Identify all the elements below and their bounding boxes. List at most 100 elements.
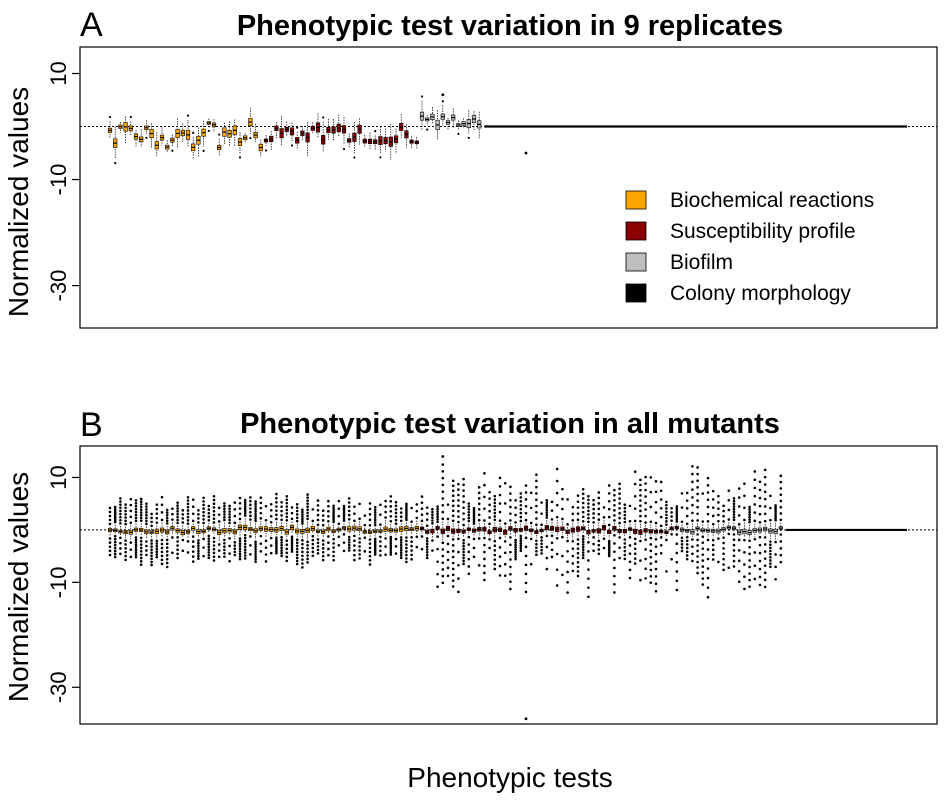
panel-b-outlier [675,560,679,564]
panel-b-outlier [441,581,445,585]
panel-b-outlier [633,507,637,510]
panel-b-outlier [607,543,611,547]
panel-b-outlier [467,502,471,505]
panel-b-outlier [753,577,757,581]
panel-b-outlier [571,569,575,573]
panel-b-outlier [462,541,465,545]
panel-b-outlier [623,557,627,561]
panel-b-outlier [644,501,647,505]
panel-b-outlier [597,539,601,543]
panel-b-outlier [597,491,601,494]
panel-b-outlier [394,552,398,555]
panel-b-outlier [545,501,549,505]
panel-b-outlier [488,538,491,541]
panel-b-outlier [108,518,112,522]
panel-b-outlier [592,516,595,520]
panel-b-outlier [571,539,575,543]
panel-b-outlier [238,547,242,551]
panel-b-title: Phenotypic test variation in all mutants [240,408,780,440]
panel-b-outlier [509,572,512,576]
panel-b-outlier [394,500,398,504]
panel-b-outlier [373,516,377,519]
panel-b-outlier [633,519,637,523]
panel-a-outlier [108,115,112,119]
panel-b-outlier [171,536,174,539]
panel-b-outlier [243,507,247,511]
panel-b-outlier [139,497,143,501]
panel-b-outlier [150,563,153,567]
panel-b-outlier [327,519,330,523]
panel-b-outlier [337,543,341,547]
panel-b-outlier [607,499,611,503]
panel-b-outlier [207,537,211,540]
panel-b-outlier [623,520,627,524]
panel-b-outlier [597,548,601,551]
panel-a: A Phenotypic test variation in 9 replica… [3,6,938,329]
panel-b-outlier [649,536,653,540]
panel-b-outlier [129,503,133,507]
panel-b-outlier [540,536,543,539]
panel-b-outlier [717,513,720,517]
panel-b-outlier [472,555,476,559]
panel-b-outlier [415,535,419,539]
panel-b-outlier [514,521,517,524]
panel-b-outlier [259,511,263,515]
panel-b-outlier [316,523,320,527]
panel-b-outlier [597,496,601,500]
panel-a-outlier [145,136,148,139]
panel-b-outlier [285,555,289,559]
panel-b-outlier [280,514,283,517]
panel-b-outlier [550,534,554,538]
panel-b-outlier [613,583,616,586]
panel-b-outlier [160,511,164,514]
panel-b-outlier [358,517,361,520]
panel-a-label: A [80,6,103,44]
panel-b-outlier [332,512,335,516]
panel-b-outlier [748,572,751,575]
panel-b-outlier [379,513,382,516]
panel-b-outlier [243,503,247,506]
panel-b-outlier [171,551,174,555]
panel-b-outlier [467,505,471,508]
panel-b-outlier [223,538,226,542]
panel-b-outlier [191,519,195,523]
panel-b-outlier [613,566,616,570]
panel-b-outlier [535,549,538,553]
panel-b-outlier [691,538,694,541]
panel-b-outlier [477,486,481,489]
panel-b-outlier [259,496,263,500]
panel-b-outlier [275,540,278,543]
panel-b-outlier [581,520,585,523]
panel-b-outlier [639,514,642,518]
panel-b-outlier [493,539,497,543]
panel-a-outlier [207,129,210,133]
panel-b-outlier [737,569,741,573]
panel-b-outlier [295,562,299,566]
panel-b-outlier [306,493,309,496]
panel-b-outlier [758,567,762,571]
panel-b-outlier [477,513,481,517]
panel-b-outlier [134,550,138,554]
panel-b-outlier [753,519,757,523]
panel-b-outlier [358,541,361,544]
panel-b-outlier [368,563,372,566]
panel-b-outlier [316,541,320,545]
panel-b-outlier [207,504,211,508]
panel-b-outlier [269,502,273,506]
panel-b-outlier [389,495,393,498]
panel-a-outlier [379,156,382,159]
panel-b-outlier [498,510,502,514]
panel-b-outlier [410,544,413,548]
panel-b-outlier [555,467,559,471]
panel-b-outlier [254,514,257,518]
panel-b-outlier [503,562,507,566]
panel-b-outlier [467,508,471,511]
panel-b-outlier [197,557,200,560]
panel-b-outlier [493,501,497,505]
panel-b-outlier [368,542,372,545]
panel-b-outlier [186,522,190,525]
panel-b-outlier [519,496,523,499]
panel-b-outlier [592,542,595,546]
panel-b-outlier [498,574,502,577]
panel-b-outlier [597,552,601,556]
